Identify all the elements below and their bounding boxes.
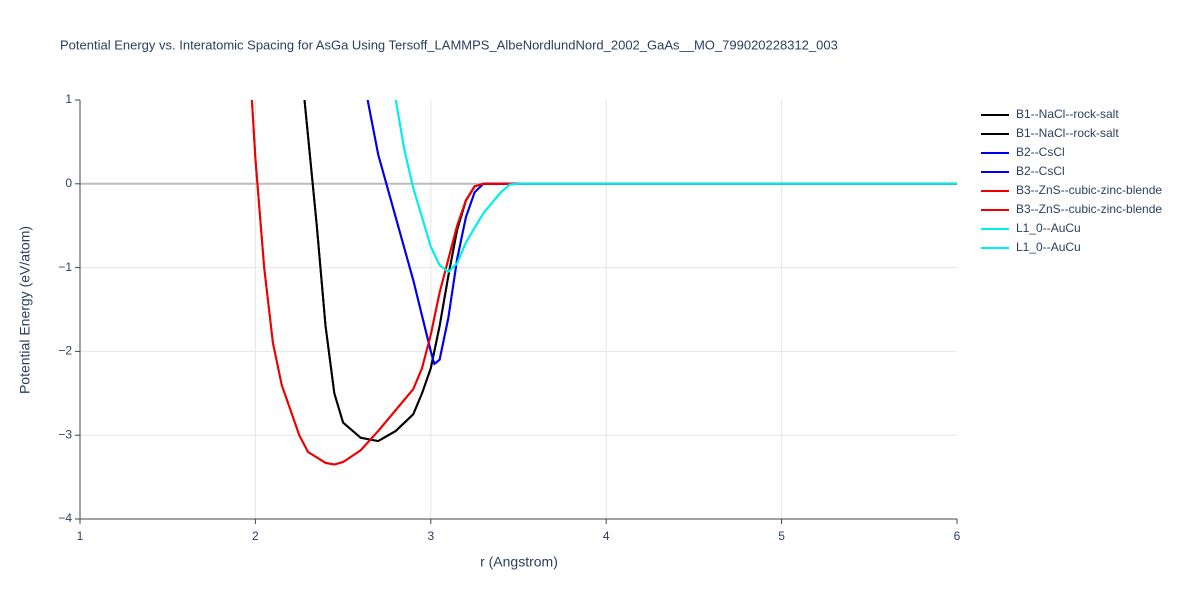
x-axis-label: r (Angstrom) <box>480 554 558 570</box>
series-line <box>303 100 957 443</box>
x-tick-label: 5 <box>778 529 785 543</box>
legend-label[interactable]: B3--ZnS--cubic-zinc-blende <box>1016 202 1162 216</box>
series-line <box>366 100 957 365</box>
grid: 1 2 3 4 5 6 −4 −3 −2 −1 0 1 <box>58 92 960 543</box>
legend-label[interactable]: B2--CsCl <box>1016 164 1065 178</box>
y-tick-label: 0 <box>65 176 72 190</box>
legend-label[interactable]: B3--ZnS--cubic-zinc-blende <box>1016 183 1162 197</box>
series-line <box>303 100 957 443</box>
y-tick-label: −1 <box>58 260 72 274</box>
legend-label[interactable]: L1_0--AuCu <box>1016 221 1081 235</box>
legend-label[interactable]: L1_0--AuCu <box>1016 240 1081 254</box>
series-line <box>250 100 957 466</box>
x-tick-label: 2 <box>252 529 259 543</box>
y-tick-label: −2 <box>58 344 72 358</box>
series-line <box>250 100 957 466</box>
chart-title: Potential Energy vs. Interatomic Spacing… <box>60 37 838 52</box>
y-axis-label: Potential Energy (eV/atom) <box>17 226 33 394</box>
legend-label[interactable]: B2--CsCl <box>1016 145 1065 159</box>
series-line <box>394 100 957 273</box>
x-tick-label: 1 <box>77 529 84 543</box>
legend: B1--NaCl--rock-salt B1--NaCl--rock-salt B2… <box>981 107 1162 254</box>
plot-lines <box>250 100 957 466</box>
x-tick-label: 4 <box>603 529 610 543</box>
y-tick-label: −4 <box>58 511 72 525</box>
x-tick-label: 6 <box>954 529 961 543</box>
legend-label[interactable]: B1--NaCl--rock-salt <box>1016 107 1119 121</box>
y-tick-label: 1 <box>65 92 72 106</box>
legend-label[interactable]: B1--NaCl--rock-salt <box>1016 126 1119 140</box>
y-tick-label: −3 <box>58 427 72 441</box>
x-tick-label: 3 <box>427 529 434 543</box>
